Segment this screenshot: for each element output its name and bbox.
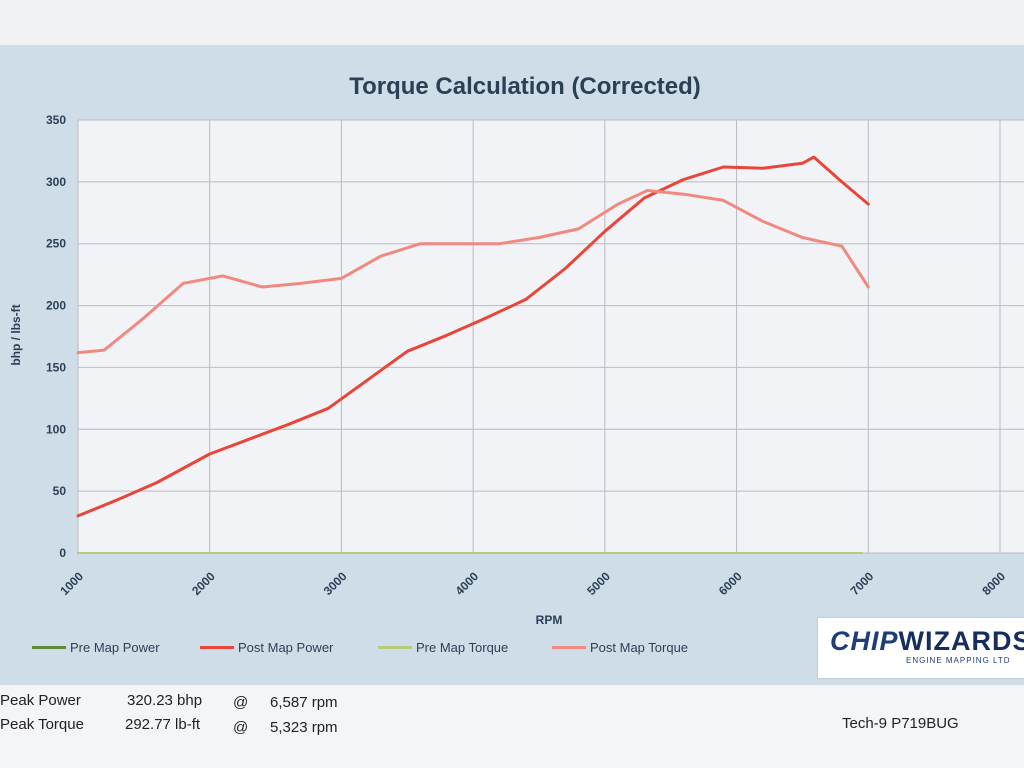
x-tick-label: 7000 xyxy=(848,569,877,598)
x-tick-label: 3000 xyxy=(321,569,350,598)
peak-power-value: 320.23 bhp xyxy=(127,692,203,709)
legend-item-pre-map-power: Pre Map Power xyxy=(32,640,160,655)
legend-item-pre-map-torque: Pre Map Torque xyxy=(378,640,508,655)
series-lines xyxy=(76,155,870,554)
vehicle-id: Tech-9 P719BUG xyxy=(842,715,959,732)
y-tick-label: 100 xyxy=(46,422,66,436)
y-tick-label: 350 xyxy=(46,113,66,127)
peak-power-label: Peak Power xyxy=(0,692,81,709)
legend-label-pre-map-power: Pre Map Power xyxy=(70,640,160,655)
y-tick-label: 50 xyxy=(53,484,67,498)
y-tick-label: 200 xyxy=(46,299,66,313)
x-axis-label: RPM xyxy=(536,613,563,627)
legend: Pre Map Power Post Map Power Pre Map Tor… xyxy=(0,640,820,660)
legend-label-pre-map-torque: Pre Map Torque xyxy=(416,640,509,655)
x-axis-ticks: 1000 2000 3000 4000 5000 6000 7000 8000 xyxy=(57,569,1008,598)
sheet-top-margin xyxy=(0,0,1024,45)
x-tick-label: 8000 xyxy=(979,569,1008,598)
y-tick-label: 300 xyxy=(46,175,66,189)
peak-torque-at: @ xyxy=(233,719,249,736)
y-tick-label: 150 xyxy=(46,360,66,374)
chipwizards-logo: CHIPWIZARDS ENGINE MAPPING LTD xyxy=(818,618,1024,678)
results-footer xyxy=(0,685,1024,768)
logo-wordmark: CHIPWIZARDS xyxy=(830,626,1024,657)
legend-label-post-map-power: Post Map Power xyxy=(238,640,334,655)
peak-power-at: @ xyxy=(233,694,249,711)
series-line-post-map-power xyxy=(76,155,870,518)
logo-chip-text: CHIP xyxy=(830,626,899,656)
x-tick-label: 5000 xyxy=(584,569,613,598)
legend-label-post-map-torque: Post Map Torque xyxy=(590,640,689,655)
legend-swatch-pre-map-torque xyxy=(378,646,412,649)
x-tick-label: 6000 xyxy=(716,569,745,598)
y-tick-label: 250 xyxy=(46,237,66,251)
x-tick-label: 1000 xyxy=(57,569,86,598)
chart-title: Torque Calculation (Corrected) xyxy=(349,73,701,100)
legend-swatch-post-map-torque xyxy=(552,646,586,649)
legend-item-post-map-torque: Post Map Torque xyxy=(552,640,688,655)
legend-swatch-pre-map-power xyxy=(32,646,66,649)
x-tick-label: 2000 xyxy=(189,569,218,598)
legend-swatch-post-map-power xyxy=(200,646,234,649)
y-axis-ticks: 0 50 100 150 200 250 300 350 xyxy=(46,113,66,560)
x-tick-label: 4000 xyxy=(452,569,481,598)
peak-torque-label: Peak Torque xyxy=(0,716,84,733)
peak-torque-value: 292.77 lb-ft xyxy=(125,716,201,733)
logo-subtitle: ENGINE MAPPING LTD xyxy=(906,656,1011,665)
legend-item-post-map-power: Post Map Power xyxy=(200,640,333,655)
y-axis-label: bhp / lbs-ft xyxy=(9,304,23,365)
peak-power-rpm: 6,587 rpm xyxy=(270,694,338,711)
peak-torque-rpm: 5,323 rpm xyxy=(270,719,338,736)
plot-area xyxy=(78,120,1024,553)
y-tick-label: 0 xyxy=(59,546,66,560)
series-line-post-map-torque xyxy=(76,189,870,355)
logo-wizards-text: WIZARDS xyxy=(898,626,1024,656)
